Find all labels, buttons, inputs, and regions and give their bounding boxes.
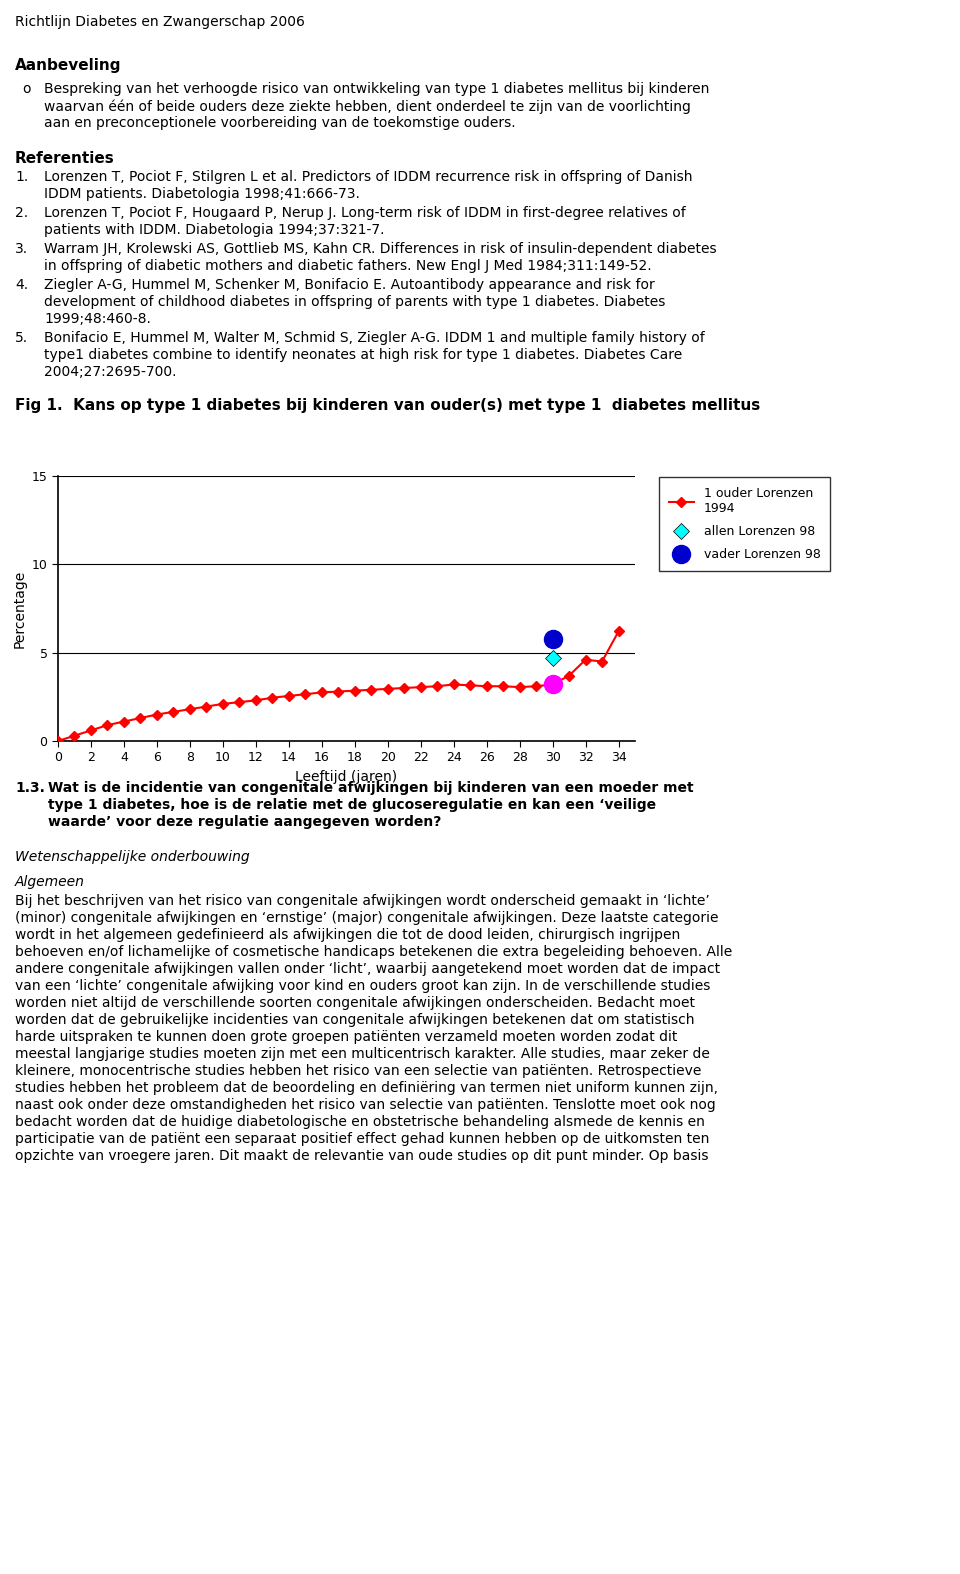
Text: Richtlijn Diabetes en Zwangerschap 2006: Richtlijn Diabetes en Zwangerschap 2006 [15,16,305,28]
Text: Bij het beschrijven van het risico van congenitale afwijkingen wordt onderscheid: Bij het beschrijven van het risico van c… [15,894,709,908]
1 ouder Lorenzen
1994 [201,697,212,716]
1 ouder Lorenzen
1994 [69,726,81,745]
Text: bedacht worden dat de huidige diabetologische en obstetrische behandeling alsmed: bedacht worden dat de huidige diabetolog… [15,1114,705,1129]
1 ouder Lorenzen
1994 [612,622,624,641]
1 ouder Lorenzen
1994 [382,680,394,699]
Text: type1 diabetes combine to identify neonates at high risk for type 1 diabetes. Di: type1 diabetes combine to identify neona… [44,348,683,362]
Text: 1999;48:460-8.: 1999;48:460-8. [44,312,151,326]
Text: Wat is de incidentie van congenitale afwijkingen bij kinderen van een moeder met: Wat is de incidentie van congenitale afw… [48,781,694,795]
Text: Algemeen: Algemeen [15,875,84,889]
1 ouder Lorenzen
1994 [52,732,63,751]
1 ouder Lorenzen
1994 [564,666,575,685]
1 ouder Lorenzen
1994 [465,675,476,694]
1 ouder Lorenzen
1994 [168,702,180,721]
Text: Aanbeveling: Aanbeveling [15,58,122,72]
Text: in offspring of diabetic mothers and diabetic fathers. New Engl J Med 1984;311:1: in offspring of diabetic mothers and dia… [44,260,652,272]
Text: harde uitspraken te kunnen doen grote groepen patiënten verzameld moeten worden : harde uitspraken te kunnen doen grote gr… [15,1029,678,1044]
Y-axis label: Percentage: Percentage [12,570,26,647]
1 ouder Lorenzen
1994 [547,675,559,694]
1 ouder Lorenzen
1994 [233,693,245,711]
1 ouder Lorenzen
1994 [102,716,113,735]
1 ouder Lorenzen
1994 [415,678,426,697]
Text: 3.: 3. [15,242,28,257]
1 ouder Lorenzen
1994 [283,686,295,705]
1 ouder Lorenzen
1994 [514,678,525,697]
1 ouder Lorenzen
1994 [431,677,443,696]
Text: Wetenschappelijke onderbouwing: Wetenschappelijke onderbouwing [15,850,250,864]
1 ouder Lorenzen
1994 [349,682,361,700]
Text: patients with IDDM. Diabetologia 1994;37:321-7.: patients with IDDM. Diabetologia 1994;37… [44,224,385,238]
1 ouder Lorenzen
1994 [332,682,344,700]
Text: Ziegler A-G, Hummel M, Schenker M, Bonifacio E. Autoantibody appearance and risk: Ziegler A-G, Hummel M, Schenker M, Bonif… [44,279,655,293]
Text: Lorenzen T, Pociot F, Hougaard P, Nerup J. Long-term risk of IDDM in first-degre: Lorenzen T, Pociot F, Hougaard P, Nerup … [44,206,685,220]
Text: IDDM patients. Diabetologia 1998;41:666-73.: IDDM patients. Diabetologia 1998;41:666-… [44,187,360,201]
Text: type 1 diabetes, hoe is de relatie met de glucoseregulatie en kan een ‘veilige: type 1 diabetes, hoe is de relatie met d… [48,798,656,812]
Text: 2004;27:2695-700.: 2004;27:2695-700. [44,365,177,379]
Text: participatie van de patiënt een separaat positief effect gehad kunnen hebben op : participatie van de patiënt een separaat… [15,1132,709,1146]
1 ouder Lorenzen
1994 [151,705,162,724]
Text: aan en preconceptionele voorbereiding van de toekomstige ouders.: aan en preconceptionele voorbereiding va… [44,116,516,131]
Text: andere congenitale afwijkingen vallen onder ‘licht’, waarbij aangetekend moet wo: andere congenitale afwijkingen vallen on… [15,962,720,976]
Text: 4.: 4. [15,279,28,293]
Text: Lorenzen T, Pociot F, Stilgren L et al. Predictors of IDDM recurrence risk in of: Lorenzen T, Pociot F, Stilgren L et al. … [44,170,692,184]
1 ouder Lorenzen
1994 [134,708,146,727]
1 ouder Lorenzen
1994 [481,677,492,696]
1 ouder Lorenzen
1994 [530,677,541,696]
Text: waarvan één of beide ouders deze ziekte hebben, dient onderdeel te zijn van de v: waarvan één of beide ouders deze ziekte … [44,99,691,113]
Text: worden dat de gebruikelijke incidenties van congenitale afwijkingen betekenen da: worden dat de gebruikelijke incidenties … [15,1014,694,1026]
1 ouder Lorenzen
1994 [184,700,196,719]
Text: 1.3.: 1.3. [15,781,45,795]
Text: wordt in het algemeen gedefinieerd als afwijkingen die tot de dood leiden, chiru: wordt in het algemeen gedefinieerd als a… [15,929,681,941]
1 ouder Lorenzen
1994 [267,688,278,707]
Text: Warram JH, Krolewski AS, Gottlieb MS, Kahn CR. Differences in risk of insulin-de: Warram JH, Krolewski AS, Gottlieb MS, Ka… [44,242,716,257]
Text: Bonifacio E, Hummel M, Walter M, Schmid S, Ziegler A-G. IDDM 1 and multiple fami: Bonifacio E, Hummel M, Walter M, Schmid … [44,331,705,345]
1 ouder Lorenzen
1994 [118,711,130,730]
Text: worden niet altijd de verschillende soorten congenitale afwijkingen onderscheide: worden niet altijd de verschillende soor… [15,996,695,1011]
Text: kleinere, monocentrische studies hebben het risico van een selectie van patiënte: kleinere, monocentrische studies hebben … [15,1064,702,1078]
1 ouder Lorenzen
1994 [448,675,460,694]
Text: van een ‘lichte’ congenitale afwijking voor kind en ouders groot kan zijn. In de: van een ‘lichte’ congenitale afwijking v… [15,979,710,993]
Text: 2.: 2. [15,206,28,220]
Legend: 1 ouder Lorenzen
1994, allen Lorenzen 98, vader Lorenzen 98: 1 ouder Lorenzen 1994, allen Lorenzen 98… [659,477,830,571]
Text: 1.: 1. [15,170,28,184]
Line: 1 ouder Lorenzen
1994: 1 ouder Lorenzen 1994 [54,628,622,745]
Text: development of childhood diabetes in offspring of parents with type 1 diabetes. : development of childhood diabetes in off… [44,294,665,309]
1 ouder Lorenzen
1994 [250,691,261,710]
Text: o: o [22,82,31,96]
Text: Bespreking van het verhoogde risico van ontwikkeling van type 1 diabetes mellitu: Bespreking van het verhoogde risico van … [44,82,709,96]
1 ouder Lorenzen
1994 [300,685,311,704]
Text: meestal langjarige studies moeten zijn met een multicentrisch karakter. Alle stu: meestal langjarige studies moeten zijn m… [15,1047,709,1061]
1 ouder Lorenzen
1994 [398,678,410,697]
Text: studies hebben het probleem dat de beoordeling en definiëring van termen niet un: studies hebben het probleem dat de beoor… [15,1081,718,1096]
1 ouder Lorenzen
1994 [580,650,591,669]
1 ouder Lorenzen
1994 [596,652,608,671]
1 ouder Lorenzen
1994 [217,694,228,713]
Text: Fig 1.  Kans op type 1 diabetes bij kinderen van ouder(s) met type 1  diabetes m: Fig 1. Kans op type 1 diabetes bij kinde… [15,398,760,412]
Text: opzichte van vroegere jaren. Dit maakt de relevantie van oude studies op dit pun: opzichte van vroegere jaren. Dit maakt d… [15,1149,708,1163]
X-axis label: Leeftijd (jaren): Leeftijd (jaren) [296,770,397,784]
Text: (minor) congenitale afwijkingen en ‘ernstige’ (major) congenitale afwijkingen. D: (minor) congenitale afwijkingen en ‘erns… [15,911,718,926]
Text: Referenties: Referenties [15,151,115,165]
1 ouder Lorenzen
1994 [316,683,327,702]
Text: 5.: 5. [15,331,28,345]
Text: waarde’ voor deze regulatie aangegeven worden?: waarde’ voor deze regulatie aangegeven w… [48,815,442,829]
Text: naast ook onder deze omstandigheden het risico van selectie van patiënten. Tensl: naast ook onder deze omstandigheden het … [15,1099,716,1111]
1 ouder Lorenzen
1994 [366,680,377,699]
1 ouder Lorenzen
1994 [85,721,97,740]
Text: behoeven en/of lichamelijke of cosmetische handicaps betekenen die extra begelei: behoeven en/of lichamelijke of cosmetisc… [15,944,732,959]
1 ouder Lorenzen
1994 [497,677,509,696]
